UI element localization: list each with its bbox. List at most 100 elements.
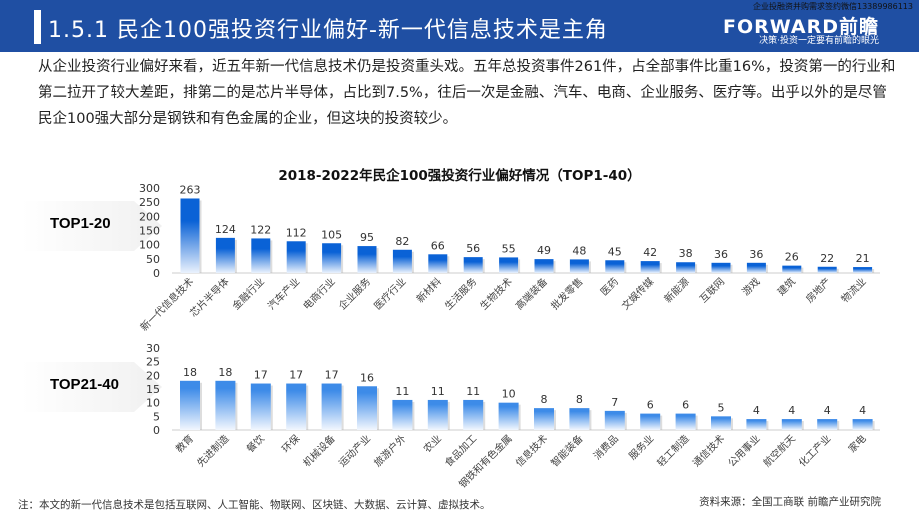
bar	[286, 241, 306, 273]
bar	[604, 410, 625, 430]
data-label: 36	[714, 248, 728, 261]
data-label: 18	[218, 366, 232, 379]
bar	[463, 257, 483, 273]
bar	[428, 254, 448, 273]
bar	[392, 249, 412, 273]
bar	[357, 386, 377, 430]
x-tick-label: 餐饮	[244, 432, 267, 455]
data-label: 36	[749, 248, 763, 261]
bar	[322, 243, 342, 273]
group-tag-top1-20: TOP1-20	[22, 201, 162, 251]
y-tick-label: 100	[139, 239, 160, 252]
y-tick-label: 5	[153, 410, 160, 423]
data-label: 49	[537, 244, 551, 257]
x-tick-label: 生物技术	[477, 275, 514, 312]
bar	[499, 257, 519, 273]
data-label: 11	[466, 385, 480, 398]
x-tick-label: 游戏	[739, 275, 762, 298]
forward-logo: FORWARD前瞻	[723, 16, 879, 38]
bar	[605, 260, 625, 273]
data-label: 56	[466, 242, 480, 255]
data-label: 105	[321, 228, 342, 241]
data-label: 11	[395, 385, 409, 398]
group-label: TOP1-20	[50, 215, 111, 232]
x-tick-label: 家电	[845, 432, 868, 455]
y-tick-label: 30	[146, 342, 160, 355]
x-tick-label: 教育	[173, 432, 196, 455]
x-tick-label: 新能源	[661, 275, 691, 305]
bar	[534, 259, 554, 273]
data-label: 16	[360, 371, 374, 384]
bar	[321, 383, 342, 430]
data-label: 45	[608, 245, 622, 258]
title-accent-bar	[34, 10, 41, 44]
bar	[180, 380, 200, 430]
y-tick-label: 25	[146, 356, 160, 369]
data-label: 4	[788, 404, 795, 417]
bar	[817, 266, 837, 273]
data-label: 8	[541, 393, 548, 406]
data-label: 17	[325, 369, 339, 382]
x-tick-label: 芯片半导体	[187, 275, 232, 320]
bar	[817, 419, 838, 430]
data-label: 48	[572, 244, 586, 257]
data-label: 6	[647, 399, 654, 412]
x-tick-label: 新一代信息技术	[137, 275, 196, 334]
y-tick-label: 20	[146, 369, 160, 382]
x-tick-label: 智能装备	[548, 432, 585, 469]
x-tick-label: 航空航天	[760, 432, 797, 469]
y-tick-label: 0	[153, 267, 160, 280]
contact-text: 企业投融资并购需求签约微信13389986113	[753, 2, 913, 11]
bar	[676, 262, 696, 273]
x-tick-label: 机械设备	[300, 432, 337, 469]
bar	[215, 237, 235, 273]
data-label: 4	[824, 404, 831, 417]
bar	[640, 413, 661, 430]
y-tick-label: 0	[153, 424, 160, 437]
x-tick-label: 化工产业	[796, 432, 833, 469]
group-tag-top21-40: TOP21-40	[22, 362, 162, 412]
x-tick-label: 先进制造	[194, 432, 231, 469]
x-tick-label: 医疗行业	[371, 275, 408, 312]
x-tick-label: 房地产	[803, 275, 833, 305]
y-tick-label: 15	[146, 383, 160, 396]
x-tick-label: 消费品	[591, 432, 621, 462]
source-text: 资料来源：全国工商联 前瞻产业研究院	[699, 496, 881, 508]
y-tick-label: 150	[139, 225, 160, 238]
x-tick-label: 新材料	[414, 275, 444, 305]
bar	[569, 259, 589, 273]
bar	[782, 265, 802, 273]
x-tick-label: 物流业	[838, 275, 868, 305]
data-label: 5	[718, 401, 725, 414]
logo-slogan: 决策·投资一定要有前瞻的眼光	[759, 36, 879, 46]
data-label: 8	[576, 393, 583, 406]
y-tick-label: 10	[146, 397, 160, 410]
x-tick-label: 高端装备	[513, 275, 550, 312]
data-label: 95	[360, 231, 374, 244]
data-label: 122	[250, 223, 271, 236]
x-tick-label: 服务业	[626, 432, 656, 462]
group-label: TOP21-40	[50, 376, 119, 393]
x-tick-label: 运动产业	[336, 432, 373, 469]
bar	[250, 383, 271, 430]
x-tick-label: 金融行业	[229, 275, 266, 312]
bar	[711, 262, 731, 273]
bar	[640, 261, 660, 273]
x-tick-label: 汽车产业	[265, 275, 302, 312]
bar	[569, 408, 590, 430]
bar	[463, 399, 484, 430]
data-label: 4	[753, 404, 760, 417]
data-label: 17	[289, 369, 303, 382]
x-tick-label: 信息技术	[513, 432, 550, 469]
x-tick-label: 文娱传媒	[619, 275, 656, 312]
x-tick-label: 农业	[421, 432, 444, 455]
data-label: 7	[611, 396, 618, 409]
x-tick-label: 公用事业	[725, 432, 762, 469]
data-label: 17	[254, 369, 268, 382]
x-tick-label: 环保	[279, 432, 302, 455]
bar	[746, 262, 766, 273]
data-label: 10	[502, 388, 516, 401]
page-title: 1.5.1 民企100强投资行业偏好-新一代信息技术是主角	[48, 18, 608, 43]
bar	[180, 198, 200, 273]
bar	[853, 267, 873, 273]
